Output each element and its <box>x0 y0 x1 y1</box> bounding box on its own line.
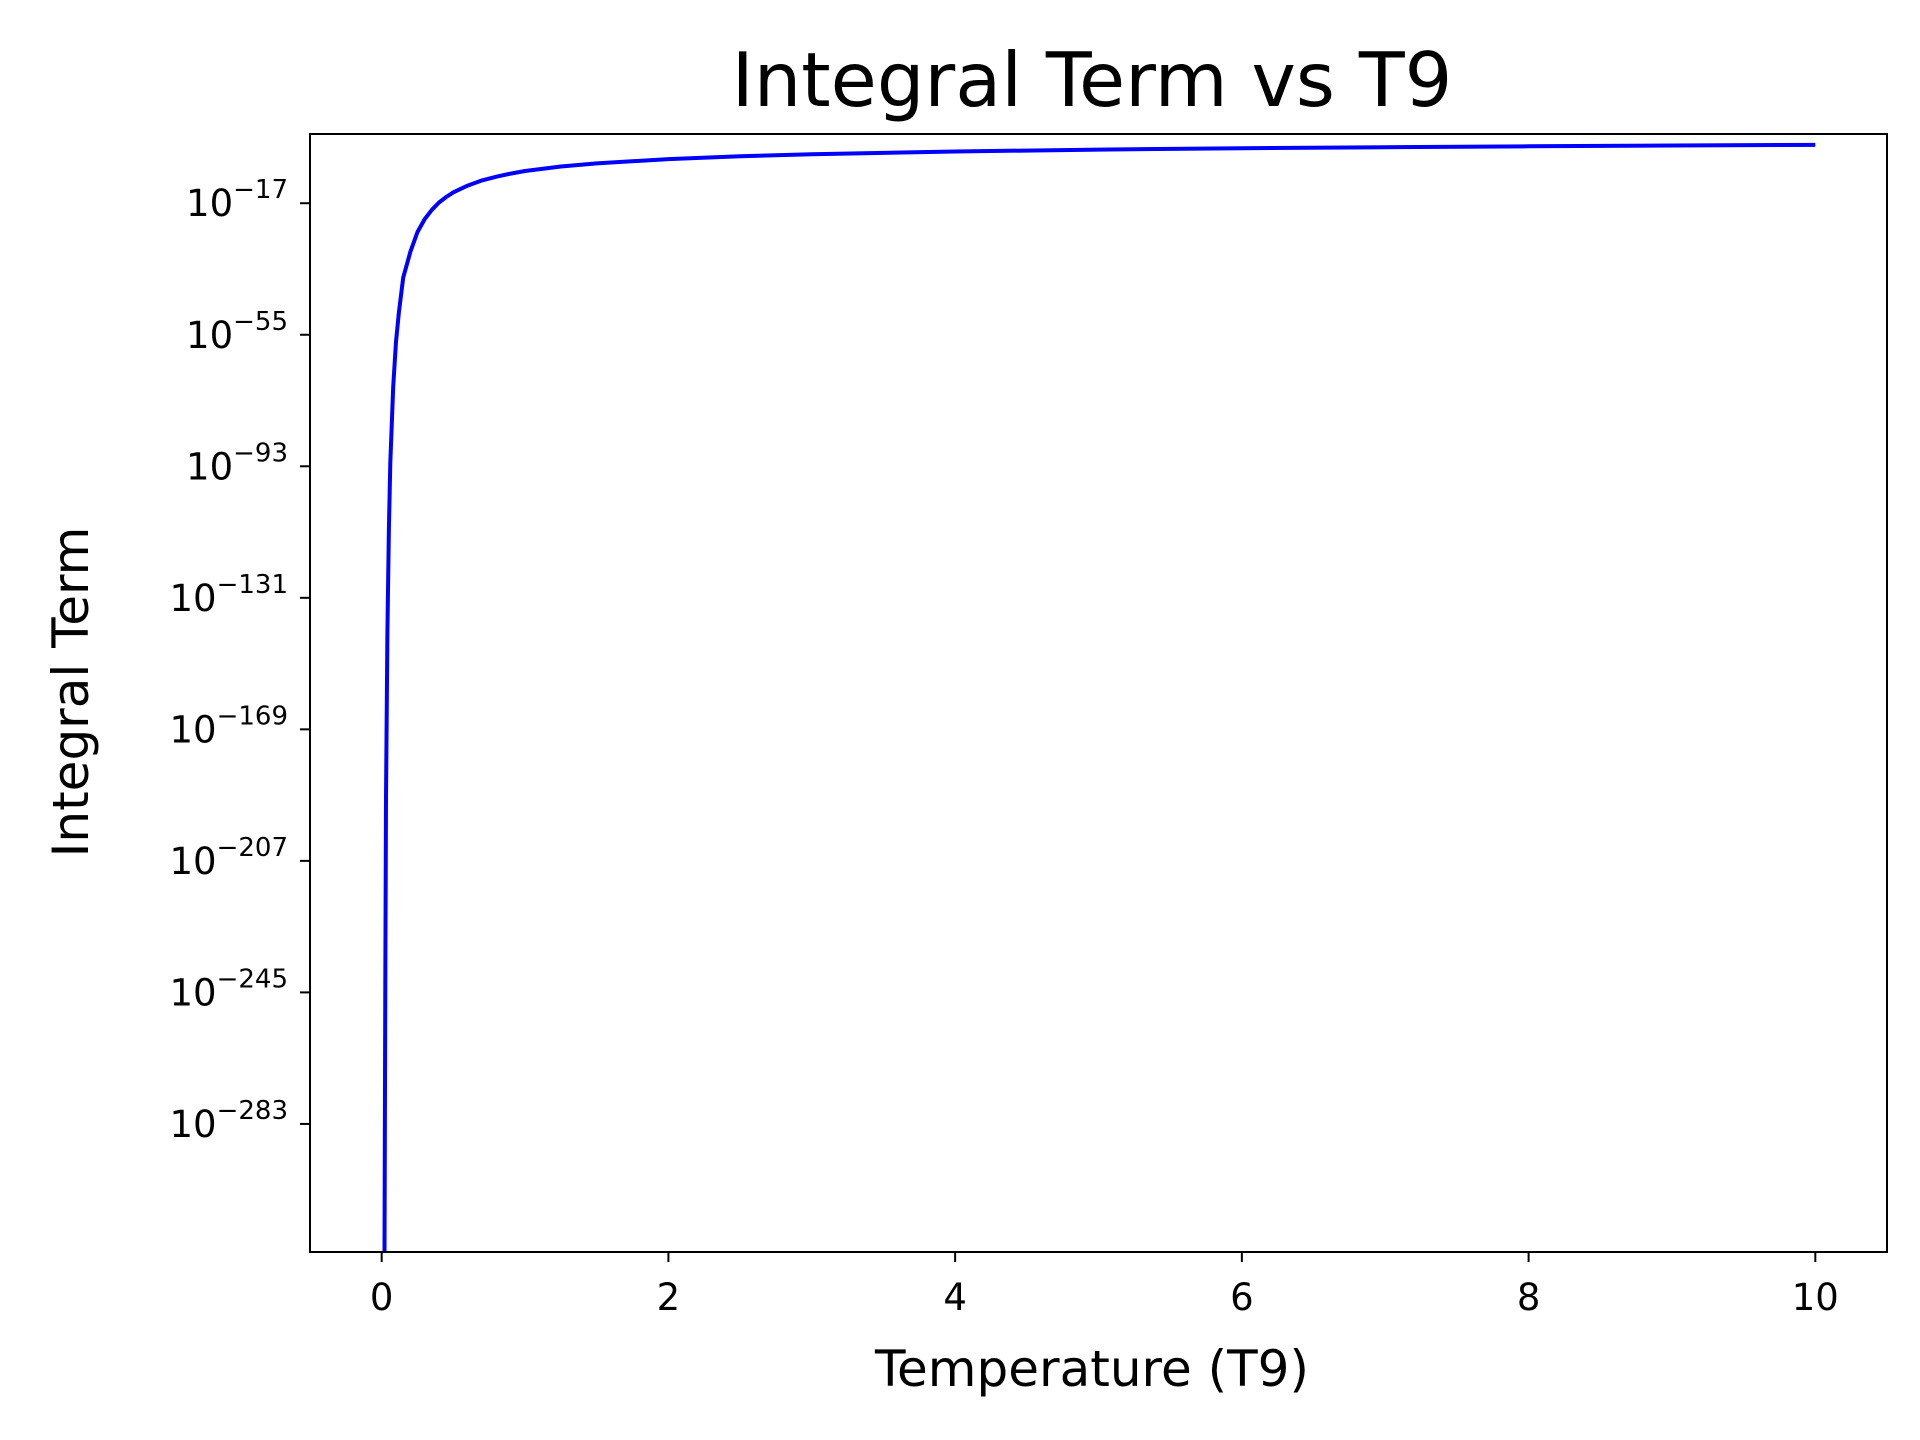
plot-area: 0 2 4 6 8 10 10−17 10−55 10−93 10−131 10−169 10−207… <box>169 133 1888 1319</box>
x-tick-label: 10 <box>1792 1276 1839 1319</box>
axes-frame <box>309 133 1888 1253</box>
y-tick-label: 10−169 <box>169 701 288 751</box>
y-tick-label: 10−245 <box>169 964 288 1014</box>
y-tick-label: 10−283 <box>169 1096 288 1146</box>
x-tick-label: 4 <box>943 1276 967 1319</box>
y-tick-label: 10−17 <box>186 175 288 225</box>
x-tick-label: 0 <box>370 1276 394 1319</box>
y-axis-label: Integral Term <box>42 527 100 858</box>
series-line-0 <box>382 142 1816 1253</box>
x-tick-label: 6 <box>1230 1276 1254 1319</box>
x-tick-label: 8 <box>1517 1276 1541 1319</box>
x-axis-label: Temperature (T9) <box>874 1340 1309 1398</box>
chart-title: Integral Term vs T9 <box>732 36 1453 124</box>
x-tick-label: 2 <box>657 1276 681 1319</box>
y-tick-label: 10−93 <box>186 438 288 488</box>
y-tick-label: 10−55 <box>186 307 288 357</box>
y-tick-label: 10−207 <box>169 833 288 883</box>
y-tick-label: 10−131 <box>169 570 288 620</box>
